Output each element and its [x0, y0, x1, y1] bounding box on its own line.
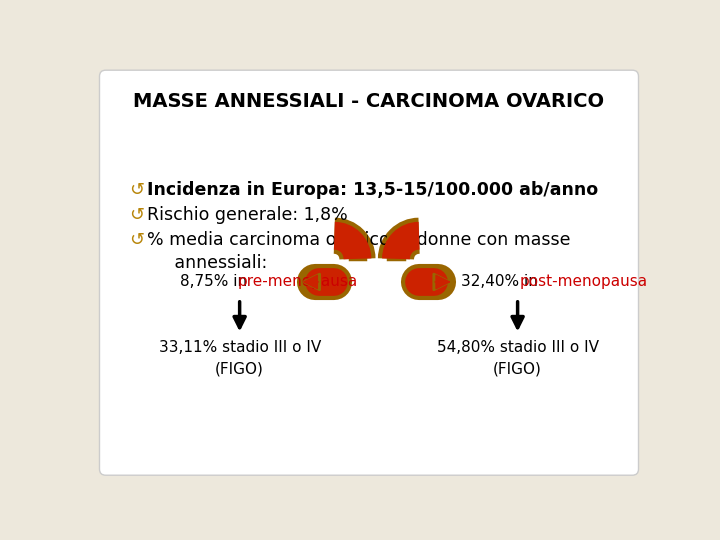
Text: Incidenza in Europa: 13,5-15/100.000 ab/anno: Incidenza in Europa: 13,5-15/100.000 ab/…	[148, 180, 598, 199]
Text: 33,11% stadio III o IV
(FIGO): 33,11% stadio III o IV (FIGO)	[158, 340, 321, 376]
Text: 32,40% in: 32,40% in	[462, 274, 543, 289]
Text: ↺: ↺	[129, 231, 144, 249]
Text: Rischio generale: 1,8%: Rischio generale: 1,8%	[148, 206, 348, 224]
Text: ↺: ↺	[129, 180, 144, 199]
Text: % media carcinoma ovarico in donne con masse: % media carcinoma ovarico in donne con m…	[148, 231, 571, 249]
Text: MASSE ANNESSIALI - CARCINOMA OVARICO: MASSE ANNESSIALI - CARCINOMA OVARICO	[133, 92, 605, 111]
Text: ↺: ↺	[129, 206, 144, 224]
Bar	[350, 236, 365, 259]
Bar	[388, 236, 404, 259]
Text: annessiali:: annessiali:	[158, 254, 267, 272]
Text: 54,80% stadio III o IV
(FIGO): 54,80% stadio III o IV (FIGO)	[436, 340, 598, 376]
Text: pre-menopausa: pre-menopausa	[238, 274, 358, 289]
Text: 8,75% in: 8,75% in	[180, 274, 252, 289]
Text: post-menopausa: post-menopausa	[519, 274, 647, 289]
FancyBboxPatch shape	[99, 70, 639, 475]
